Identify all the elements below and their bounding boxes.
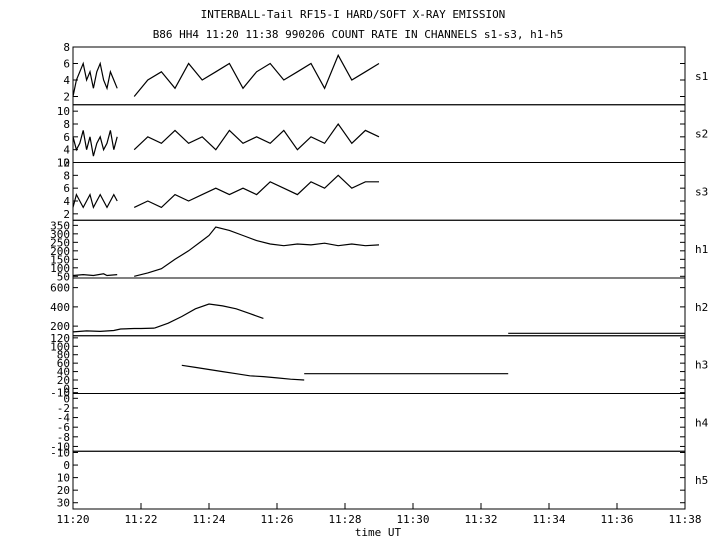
y-tick-label: 0 <box>63 382 70 395</box>
y-tick-label: 120 <box>50 332 70 345</box>
y-tick-label: -8 <box>57 431 70 444</box>
x-axis: 11:20 11:22 11:24 11:26 11:28 11:30 11:32 11:34… <box>56 503 702 526</box>
y-tick-label: 100 <box>50 262 70 275</box>
y-tick-label: 0 <box>63 459 70 472</box>
y-tick-label: 250 <box>50 236 70 249</box>
chart-title: INTERBALL-Tail RF15-I HARD/SOFT X-RAY EM… <box>201 8 506 21</box>
y-tick-label: 6 <box>63 182 70 195</box>
y-tick-label: 50 <box>57 270 70 283</box>
x-tick-label: 11:26 <box>260 513 293 526</box>
panel-frame <box>72 335 686 394</box>
y-tick-label: 350 <box>50 219 70 232</box>
panel-frame <box>72 393 686 452</box>
y-tick-label: 10 <box>57 157 70 170</box>
y-tick-label: 6 <box>63 131 70 144</box>
y-tick-label: 80 <box>57 349 70 362</box>
y-tick-label: 200 <box>50 320 70 333</box>
y-tick-label: -2 <box>57 402 70 415</box>
panel-h4: 0-2-4-6-8-10 h4 <box>50 392 708 453</box>
panel-label-h1: h1 <box>695 243 708 256</box>
panel-frame <box>72 277 686 337</box>
panel-label-s3: s3 <box>695 185 708 198</box>
y-tick-label: -10 <box>50 447 70 460</box>
panel-frame <box>72 104 686 163</box>
x-tick-label: 11:36 <box>600 513 633 526</box>
series-line-s2 <box>133 122 380 151</box>
y-tick-label: 600 <box>50 282 70 295</box>
x-tick-label: 11:30 <box>396 513 429 526</box>
chart-subtitle: B86 HH4 11:20 11:38 990206 COUNT RATE IN… <box>153 28 564 41</box>
y-tick-label: 10 <box>57 105 70 118</box>
x-tick-label: 11:20 <box>56 513 89 526</box>
series-line-s3 <box>133 174 379 209</box>
y-tick-label: 300 <box>50 228 70 241</box>
panel-frame <box>72 162 686 221</box>
y-tick-label: 20 <box>57 374 70 387</box>
y-tick-label: 8 <box>63 118 70 131</box>
y-tick-label: 60 <box>57 357 70 370</box>
x-tick-label: 11:28 <box>328 513 361 526</box>
series-line-h1 <box>134 226 380 277</box>
series-line-h2 <box>72 327 155 333</box>
panel-label-h2: h2 <box>695 301 708 314</box>
x-tick-label: 11:38 <box>668 513 701 526</box>
panel-s1: 8 6 4 2 s1 <box>63 41 708 106</box>
y-tick-label: 0 <box>63 392 70 405</box>
series-line-h2 <box>154 303 264 329</box>
series-line-s2 <box>72 130 118 157</box>
y-tick-label: 200 <box>50 245 70 258</box>
panel-label-h3: h3 <box>695 359 708 372</box>
y-tick-label: -4 <box>57 412 71 425</box>
y-tick-label: 2 <box>63 208 70 221</box>
y-tick-label: 30 <box>57 497 70 510</box>
panel-label-s1: s1 <box>695 70 708 83</box>
y-tick-label: 100 <box>50 340 70 353</box>
series-line-s3 <box>72 192 118 210</box>
series-line-s1 <box>133 53 380 97</box>
y-tick-label: 8 <box>63 169 70 182</box>
panel-label-s2: s2 <box>695 128 708 141</box>
x-axis-label: time UT <box>355 526 402 539</box>
x-tick-label: 11:24 <box>192 513 225 526</box>
panel-label-h4: h4 <box>695 416 709 429</box>
panel-label-h5: h5 <box>695 474 708 487</box>
y-tick-label: -6 <box>57 421 70 434</box>
series-line-h3 <box>181 364 305 381</box>
y-tick-label: 4 <box>63 144 70 157</box>
panels: 8642s1108642s2108642s3350300250200150100… <box>50 41 708 510</box>
y-tick-label: -10 <box>50 387 70 400</box>
x-tick-label: 11:32 <box>464 513 497 526</box>
y-tick-label: 150 <box>50 253 70 266</box>
y-tick-label: 20 <box>57 484 70 497</box>
y-tick-label: 2 <box>63 157 70 170</box>
y-tick-label: 6 <box>63 58 70 71</box>
panel-frame <box>72 450 686 510</box>
x-tick-label: 11:34 <box>532 513 565 526</box>
y-tick-label: 10 <box>57 472 70 485</box>
y-tick-label: 40 <box>57 366 70 379</box>
y-tick-label: -10 <box>50 440 70 453</box>
y-tick-label: 400 <box>50 301 70 314</box>
series-line-h1 <box>72 273 118 277</box>
y-tick-label: 8 <box>63 41 70 54</box>
panel-frame <box>72 219 686 279</box>
y-tick-label: 4 <box>63 74 70 87</box>
panel-h2: 600 400 200 h2 <box>50 277 708 337</box>
series-line-s1 <box>72 61 118 97</box>
x-tick-label: 11:22 <box>124 513 157 526</box>
y-tick-label: 2 <box>63 91 70 104</box>
y-tick-label: 4 <box>63 195 70 208</box>
